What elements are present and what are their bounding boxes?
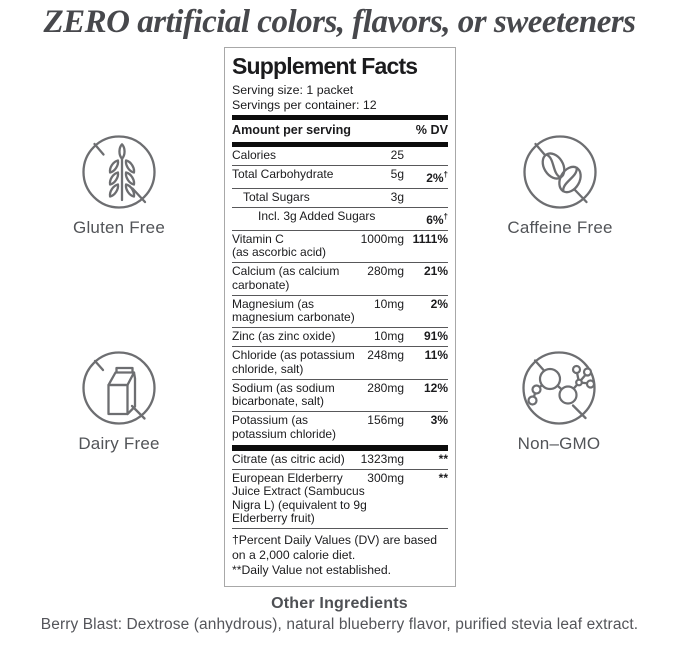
nutrient-name: Chloride (as potassium chloride, salt)	[232, 348, 355, 376]
badge-label: Gluten Free	[73, 218, 165, 237]
nutrient-dv: 91%	[423, 329, 448, 344]
nutrient-row: Total Carbohydrate 5g 2%†	[232, 164, 448, 188]
footnote-daily-values: †Percent Daily Values (DV) are based on …	[232, 533, 438, 562]
nutrient-row: Calories 25	[232, 147, 448, 165]
nutrient-amount: 1000mg	[360, 231, 404, 246]
nutrient-amount: 5g	[390, 166, 404, 181]
badge-gluten-free: Gluten Free	[54, 132, 184, 238]
nutrient-dv: 3%	[430, 413, 448, 428]
nutrient-row: Zinc (as zinc oxide) 10mg 91%	[232, 327, 448, 346]
badge-label: Caffeine Free	[507, 218, 613, 237]
amount-per-serving-header: Amount per serving	[232, 123, 351, 138]
nutrient-dv: 2%†	[426, 169, 448, 185]
badge-caffeine-free: Caffeine Free	[495, 132, 625, 238]
badge-label: Dairy Free	[78, 434, 160, 453]
nutrient-amount: 156mg	[367, 413, 404, 428]
nutrient-name: Sodium (as sodium bicarbonate, salt)	[232, 380, 335, 409]
column-header: Amount per serving % DV	[232, 120, 448, 142]
nutrient-name: Potassium (as potassium chloride)	[232, 413, 337, 441]
supplement-facts-title: Supplement Facts	[232, 53, 418, 79]
other-nutrient-rows: Citrate (as citric acid) 1323mg ** European…	[232, 451, 448, 529]
nutrient-dv: 11%	[424, 348, 448, 363]
divider-bar-thick	[232, 141, 448, 147]
nutrient-dv: **	[438, 451, 448, 466]
divider-bar-thick	[232, 444, 448, 451]
nutrient-amount: 3g	[390, 189, 404, 204]
nutrient-name: Total Carbohydrate	[232, 166, 334, 181]
badge-label: Non–GMO	[517, 434, 601, 453]
nutrient-rows: Calories 25 Total Carbohydrate 5g 2%† Total S…	[232, 147, 448, 444]
nutrient-amount: 300mg	[367, 470, 404, 485]
headline: ZERO artificial colors, flavors, or swee…	[43, 4, 636, 40]
nutrient-amount: 280mg	[367, 264, 404, 279]
nutrient-amount: 280mg	[367, 380, 404, 395]
nutrient-row: Incl. 3g Added Sugars 6%†	[232, 206, 448, 230]
milk-carton-crossed-icon	[82, 351, 156, 425]
serving-size: Serving size: 1 packet	[232, 83, 354, 97]
nutrient-amount: 1323mg	[360, 451, 404, 466]
nutrient-amount: 25	[390, 147, 404, 162]
supplement-facts-panel: Supplement Facts Serving size: 1 packet …	[224, 47, 456, 587]
nutrient-row: Potassium (as potassium chloride) 156mg 3%	[232, 411, 448, 444]
badge-dairy-free: Dairy Free	[54, 348, 184, 454]
nutrient-name: Calcium (as calcium carbonate)	[232, 264, 340, 292]
other-ingredients-title: Other Ingredients	[271, 595, 408, 612]
nutrient-row: Magnesium (as magnesium carbonate) 10mg 2%	[232, 294, 448, 328]
nutrient-amount: 10mg	[373, 329, 404, 344]
nutrient-name: Incl. 3g Added Sugars	[258, 208, 376, 223]
nutrient-row: European Elderberry Juice Extract (Sambu…	[232, 468, 448, 529]
nutrient-dv: 1111%	[412, 231, 448, 246]
nutrient-row: Sodium (as sodium bicarbonate, salt) 280m…	[232, 378, 448, 412]
nutrient-name: Vitamin C (as ascorbic acid)	[232, 231, 327, 260]
badge-non-gmo: Non–GMO	[494, 348, 624, 454]
footnote-dv-not-established: **Daily Value not established.	[232, 562, 391, 577]
nutrient-row: Chloride (as potassium chloride, salt) 24…	[232, 346, 448, 379]
nutrient-row: Total Sugars 3g	[232, 187, 448, 207]
nutrient-name: Calories	[232, 147, 277, 162]
molecule-crossed-icon	[522, 351, 596, 425]
nutrient-name: European Elderberry Juice Extract (Sambu…	[232, 470, 367, 526]
nutrient-dv: 2%	[430, 296, 448, 311]
nutrient-name: Magnesium (as magnesium carbonate)	[232, 296, 355, 325]
nutrient-dv: 21%	[423, 264, 448, 279]
nutrient-row: Vitamin C (as ascorbic acid) 1000mg 1111%	[232, 229, 448, 263]
nutrient-name: Zinc (as zinc oxide)	[232, 329, 336, 344]
nutrient-row: Calcium (as calcium carbonate) 280mg 21%	[232, 262, 448, 295]
wheat-crossed-icon	[82, 135, 156, 209]
nutrient-dv: **	[438, 470, 448, 485]
nutrient-dv: 12%	[423, 380, 448, 395]
coffee-beans-crossed-icon	[523, 135, 597, 209]
percent-dv-header: % DV	[415, 123, 448, 138]
nutrient-amount: 10mg	[373, 296, 404, 311]
servings-per-container: Servings per container: 12	[232, 97, 377, 112]
other-ingredients-text: Berry Blast: Dextrose (anhydrous), natur…	[40, 616, 639, 633]
divider-bar-thick	[232, 115, 448, 121]
nutrient-row: Citrate (as citric acid) 1323mg **	[232, 451, 448, 469]
footnotes: †Percent Daily Values (DV) are based on …	[232, 528, 448, 577]
nutrient-dv: 6%†	[426, 211, 448, 227]
nutrient-name: Citrate (as citric acid)	[232, 451, 345, 466]
nutrient-amount: 248mg	[367, 348, 404, 363]
nutrient-name: Total Sugars	[243, 189, 310, 204]
